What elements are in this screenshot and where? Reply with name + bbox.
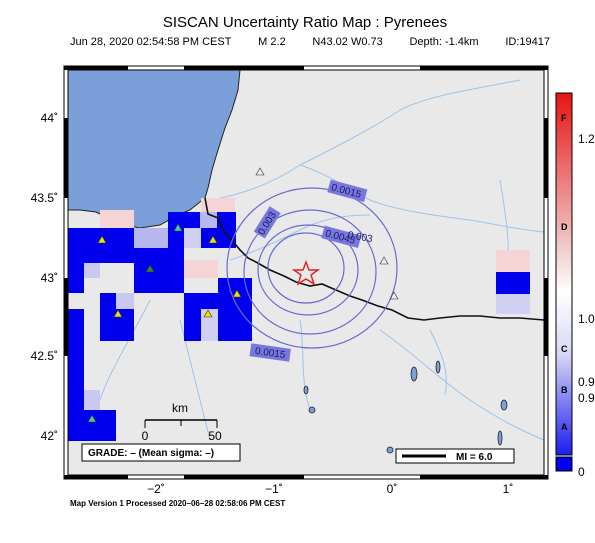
event-id: ID:19417 xyxy=(505,36,550,48)
uncertainty-grid xyxy=(68,198,530,441)
svg-text:0.0015: 0.0015 xyxy=(254,346,286,361)
lat-axis: 44˚ 43.5˚ 43˚ 42.5˚ 42˚ xyxy=(31,111,58,443)
station-icon xyxy=(145,264,155,273)
sea-area xyxy=(67,69,241,229)
lakes xyxy=(303,360,508,454)
station-icon xyxy=(203,309,213,318)
contour-label-inner-overlap: 0.003 xyxy=(347,230,374,245)
scale-bar: km 0 50 xyxy=(142,401,222,443)
grade-label: B xyxy=(561,385,568,395)
grade-box: GRADE: – (Mean sigma: –) xyxy=(81,443,241,462)
lat-label: 42˚ xyxy=(41,429,58,443)
lat-label: 43.5˚ xyxy=(31,191,58,205)
grade-label: C xyxy=(561,344,568,354)
mi-box: MI = 6.0 xyxy=(395,448,515,464)
station-icon xyxy=(255,167,265,176)
station-icon xyxy=(232,289,242,298)
contour-label-outer-bottom: 0.0015 xyxy=(249,343,291,362)
svg-text:GRADE: – (Mean sigma: –): GRADE: – (Mean sigma: –) xyxy=(88,448,214,459)
country-border xyxy=(204,197,545,321)
svg-text:MI = 6.0: MI = 6.0 xyxy=(456,452,493,463)
colorbar-value: 1.2 xyxy=(578,132,595,146)
event-datetime: Jun 28, 2020 02:54:58 PM CEST xyxy=(70,36,232,48)
grade-label: D xyxy=(561,222,568,232)
colorbar-value: 0 xyxy=(578,465,585,479)
lat-label: 42.5˚ xyxy=(31,349,58,363)
event-info: Jun 28, 2020 02:54:58 PM CEST M 2.2 N43.… xyxy=(70,36,550,48)
station-icon xyxy=(113,309,123,318)
station-icon xyxy=(173,223,183,232)
scale-zero: 0 xyxy=(142,429,149,443)
colorbar: F D C B A 1.2 1.0 0.9 0.9 0 xyxy=(555,92,595,479)
grade-label: A xyxy=(561,422,568,432)
station-icon xyxy=(87,414,97,423)
colorbar-value: 1.0 xyxy=(578,312,595,326)
colorbar-value: 0.9 xyxy=(578,375,595,389)
scale-unit: km xyxy=(172,401,188,415)
lon-axis: −2˚ −1˚ 0˚ 1˚ xyxy=(147,482,513,496)
uncertainty-contours xyxy=(226,187,398,349)
station-icon xyxy=(97,235,107,244)
lon-label: 0˚ xyxy=(387,482,398,496)
map-frame xyxy=(63,65,549,480)
lat-label: 43˚ xyxy=(41,271,58,285)
lon-label: 1˚ xyxy=(503,482,514,496)
lon-label: −2˚ xyxy=(147,482,165,496)
colorbar-value: 0.9 xyxy=(578,391,595,405)
map-footer: Map Version 1 Processed 2020–06–28 02:58… xyxy=(70,499,286,508)
event-magnitude: M 2.2 xyxy=(258,36,286,48)
event-location: N43.02 W0.73 xyxy=(312,36,383,48)
grade-label: F xyxy=(561,113,567,123)
stations xyxy=(87,167,399,423)
svg-text:0.003: 0.003 xyxy=(347,230,374,245)
station-icon xyxy=(208,235,218,244)
scale-end: 50 xyxy=(208,429,222,443)
station-icon xyxy=(379,256,389,265)
lat-label: 44˚ xyxy=(41,111,58,125)
epicenter-star-icon xyxy=(291,260,321,286)
lon-label: −1˚ xyxy=(265,482,283,496)
map-title: SISCAN Uncertainty Ratio Map : Pyrenees xyxy=(162,14,448,31)
event-depth: Depth: -1.4km xyxy=(409,36,479,48)
station-icon xyxy=(389,291,399,300)
